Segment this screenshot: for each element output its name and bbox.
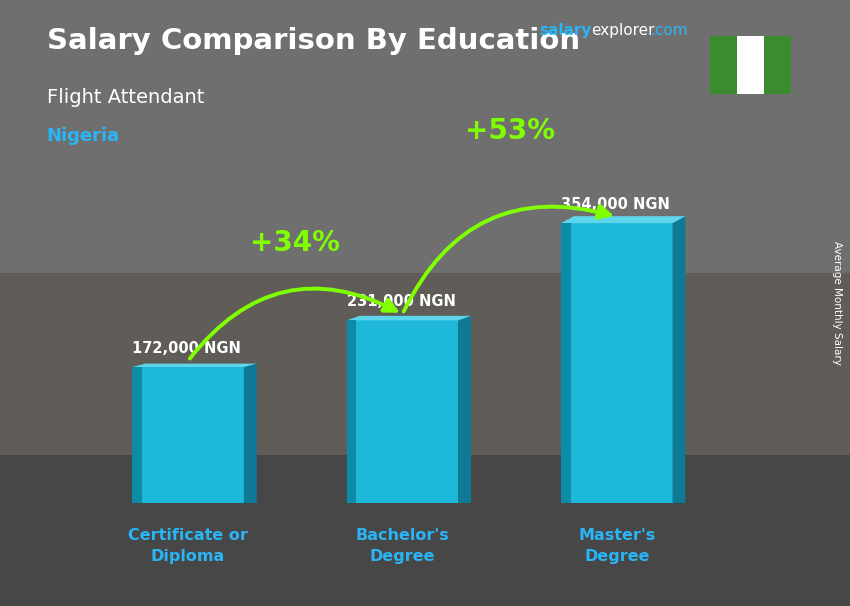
- Text: Nigeria: Nigeria: [47, 127, 120, 145]
- Polygon shape: [133, 364, 257, 367]
- Text: Average Monthly Salary: Average Monthly Salary: [832, 241, 842, 365]
- Text: +53%: +53%: [465, 118, 555, 145]
- Text: .com: .com: [650, 23, 688, 38]
- Polygon shape: [347, 321, 356, 503]
- Text: salary: salary: [540, 23, 592, 38]
- Bar: [737, 36, 763, 94]
- Polygon shape: [133, 367, 244, 503]
- Polygon shape: [561, 223, 570, 503]
- Text: 354,000 NGN: 354,000 NGN: [561, 197, 670, 212]
- Bar: [0, 273, 850, 454]
- Text: Flight Attendant: Flight Attendant: [47, 88, 204, 107]
- Polygon shape: [244, 364, 257, 503]
- Polygon shape: [561, 223, 672, 503]
- Text: Bachelor's
Degree: Bachelor's Degree: [355, 528, 450, 564]
- Text: 172,000 NGN: 172,000 NGN: [133, 341, 241, 356]
- Polygon shape: [561, 216, 685, 223]
- Polygon shape: [347, 316, 471, 321]
- Bar: [763, 36, 791, 94]
- Text: 231,000 NGN: 231,000 NGN: [347, 295, 456, 309]
- Text: Salary Comparison By Education: Salary Comparison By Education: [47, 27, 580, 55]
- Polygon shape: [347, 321, 458, 503]
- Bar: [710, 36, 737, 94]
- Polygon shape: [458, 316, 471, 503]
- Text: Master's
Degree: Master's Degree: [578, 528, 655, 564]
- Text: explorer: explorer: [591, 23, 654, 38]
- Text: +34%: +34%: [251, 229, 340, 257]
- Polygon shape: [672, 216, 685, 503]
- Bar: [0, 454, 850, 606]
- Text: Certificate or
Diploma: Certificate or Diploma: [128, 528, 248, 564]
- Polygon shape: [133, 367, 142, 503]
- Bar: [0, 0, 850, 273]
